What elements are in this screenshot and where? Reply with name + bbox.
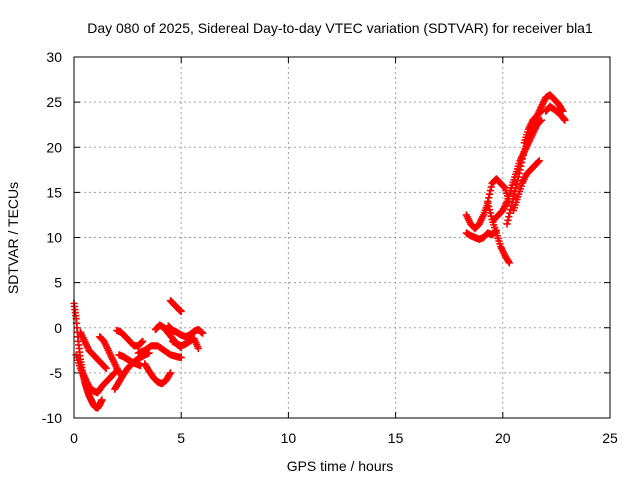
data-point <box>536 117 545 125</box>
data-point <box>486 209 494 217</box>
plot-frame <box>73 56 611 419</box>
data-point <box>138 338 146 346</box>
data-point <box>504 216 512 224</box>
x-tick-label: 15 <box>388 430 404 446</box>
y-axis-label: SDTVAR / TECUs <box>5 182 21 294</box>
data-point <box>537 116 545 124</box>
data-point <box>504 257 512 265</box>
data-point <box>485 190 494 198</box>
x-tick-label: 20 <box>495 430 511 446</box>
data-point <box>485 194 493 202</box>
data-point <box>487 183 495 191</box>
data-point <box>166 369 175 377</box>
grid-lines <box>74 57 610 418</box>
data-point <box>505 259 513 267</box>
data-point <box>512 184 520 192</box>
data-point <box>561 116 569 124</box>
data-point <box>486 186 494 195</box>
data-point <box>517 162 525 170</box>
data-point <box>485 202 493 211</box>
y-tick-label: 15 <box>46 184 62 200</box>
y-tick-label: 30 <box>46 49 62 65</box>
y-tick-label: 0 <box>54 320 62 336</box>
data-point <box>139 337 147 345</box>
data-point <box>492 226 500 234</box>
y-tick-label: 10 <box>46 230 62 246</box>
data-point <box>518 158 526 167</box>
x-tick-label: 25 <box>602 430 618 446</box>
y-tick-label: -10 <box>42 410 62 426</box>
data-point <box>98 396 106 404</box>
data-point <box>177 307 185 316</box>
x-tick-label: 5 <box>177 430 185 446</box>
x-tick-label: 0 <box>70 430 78 446</box>
data-point <box>102 364 110 372</box>
data-point <box>518 155 527 163</box>
data-point <box>534 158 542 166</box>
data-point <box>506 209 514 217</box>
x-tick-label: 10 <box>281 430 297 446</box>
data-point <box>515 169 523 178</box>
data-point <box>110 370 118 378</box>
data-point <box>535 157 543 165</box>
data-point <box>503 220 511 228</box>
data-point <box>516 166 524 174</box>
data-point <box>500 183 508 191</box>
data-point <box>505 213 513 221</box>
data-point <box>166 370 174 378</box>
data-point <box>514 173 522 181</box>
y-tick-labels: -10 -5 0 5 10 15 20 25 30 <box>42 49 610 426</box>
data-point <box>491 227 500 235</box>
data-point <box>519 151 527 159</box>
data-point <box>485 206 494 214</box>
data-point <box>177 353 185 362</box>
data-points <box>70 91 569 412</box>
data-point <box>558 106 566 114</box>
chart-title: Day 080 of 2025, Sidereal Day-to-day VTE… <box>87 20 593 36</box>
data-point <box>484 197 492 205</box>
x-axis-label: GPS time / hours <box>287 458 394 474</box>
data-point <box>513 177 521 185</box>
y-tick-label: 25 <box>46 94 62 110</box>
y-tick-label: 20 <box>46 139 62 155</box>
y-tick-label: -5 <box>50 365 63 381</box>
data-point <box>101 363 109 372</box>
data-point <box>512 180 521 188</box>
y-tick-label: 5 <box>54 275 62 291</box>
data-point <box>510 191 518 199</box>
data-point <box>199 329 207 337</box>
data-point <box>509 195 517 203</box>
data-point <box>194 344 202 353</box>
